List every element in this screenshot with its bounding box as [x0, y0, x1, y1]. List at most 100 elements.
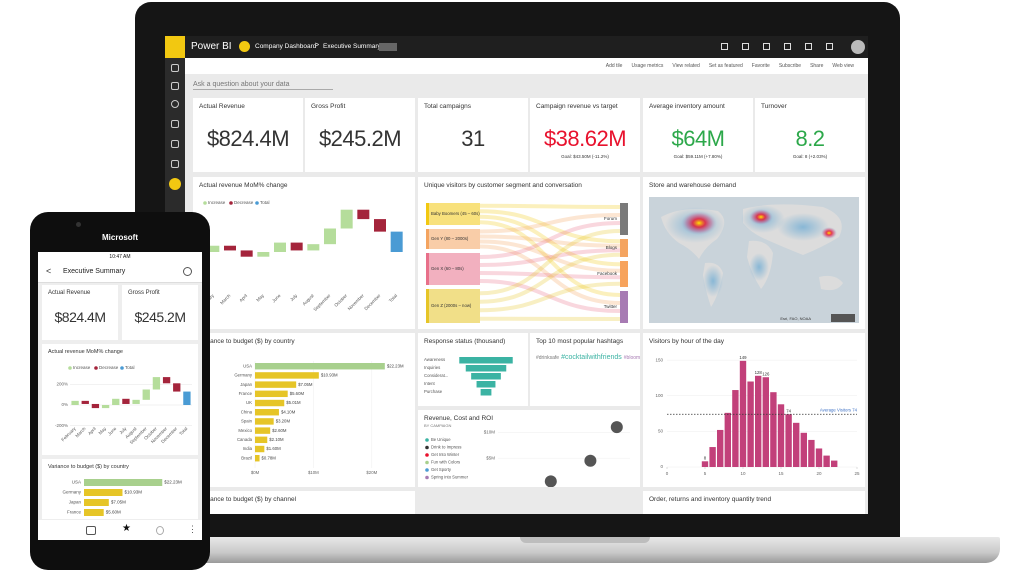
x-tick-label: 20 [816, 471, 822, 476]
toolbar-item[interactable]: Add tile [605, 63, 623, 69]
waterfall-bar [91, 403, 100, 409]
header-icon[interactable] [721, 43, 728, 50]
phone-kpi-tile[interactable]: Actual Revenue $824.4M [42, 285, 118, 340]
bar [255, 445, 265, 453]
phone-kpi-tile[interactable]: Gross Profit $245.2M [122, 285, 198, 340]
bar [255, 399, 285, 407]
toolbar-item[interactable]: Subscribe [778, 63, 802, 69]
toolbar-item[interactable]: Web view [832, 63, 854, 69]
toolbar-item[interactable]: Usage metrics [631, 63, 664, 69]
toolbar-item[interactable]: Share [810, 63, 824, 69]
waterfall-bar [257, 252, 270, 257]
x-tick-label: 25 [854, 471, 860, 476]
bar [84, 489, 123, 496]
map: Esri, FAO, NOAA [649, 197, 859, 323]
qa-box[interactable]: Ask a question about your data [193, 81, 333, 90]
waterfall-bar [183, 391, 191, 405]
kpi-tile[interactable]: Campaign revenue vs target $38.62M Goal: $… [530, 98, 640, 172]
breadcrumb-workspace[interactable]: Company Dashboard [255, 43, 317, 50]
hashtag-tile[interactable]: Top 10 most popular hashtags #drinksafe #… [530, 333, 640, 406]
waterfall-tile[interactable]: Actual revenue MoM% change Increase Decre… [193, 177, 415, 329]
legend-swatch [425, 445, 429, 450]
kpi-tile[interactable]: Turnover 8.2 Goal: 8 (+2.03%) [755, 98, 865, 172]
nav-icon[interactable] [171, 100, 179, 108]
sankey-flow [479, 271, 621, 280]
waterfall-chart: IncreaseDecreaseTotalFebruaryMarchAprilM… [199, 200, 403, 312]
value-label: 74 [786, 408, 791, 413]
nav-icon[interactable] [171, 140, 179, 148]
nav-icon[interactable]: ⋮ [188, 524, 197, 534]
bar [84, 479, 163, 486]
sankey-source-label: Gen Z (2000s – now) [431, 303, 472, 308]
funnel-tile[interactable]: Response status (thousand) Awareness Inqu… [418, 333, 528, 406]
value-label: $0.78M [262, 455, 277, 460]
legend-label: Be Unique [431, 437, 451, 442]
legend-label: Fun with Colors [431, 460, 460, 465]
search-icon[interactable] [183, 267, 192, 276]
sankey-flow [479, 281, 621, 313]
phone-country-tile[interactable]: Variance to budget ($) by country USA $22… [42, 459, 198, 519]
waterfall-bar [240, 250, 253, 257]
header-icon[interactable] [784, 43, 791, 50]
header-icon[interactable] [742, 43, 749, 50]
avatar[interactable] [851, 40, 865, 54]
phone-page-title[interactable]: Executive Summary [63, 268, 126, 275]
breadcrumb-page: Executive Summary [323, 43, 381, 50]
tile-title: Actual revenue MoM% change [48, 349, 123, 355]
nav-icon[interactable] [156, 526, 164, 535]
orders-tile[interactable]: Order, returns and inventory quantity tr… [643, 491, 865, 514]
bar [831, 460, 838, 467]
header-icon[interactable] [805, 43, 812, 50]
phone-waterfall-tile[interactable]: Actual revenue MoM% change Increase Decre… [42, 344, 198, 455]
value-label: 126 [762, 371, 770, 376]
y-tick-label: -200% [55, 423, 68, 428]
toolbar-item[interactable]: View related [672, 63, 700, 69]
x-tick-label: December [363, 293, 382, 312]
y-tick-label: 0 [660, 464, 663, 469]
app-name: Power BI [191, 41, 232, 52]
header-icon[interactable] [763, 43, 770, 50]
value-label: $2.60M [272, 428, 287, 433]
nav-icon[interactable] [86, 526, 96, 535]
x-tick-label: Total [178, 426, 188, 436]
waterfall-bar [324, 228, 336, 245]
scatter-tile[interactable]: Revenue, Cost and ROI BY CAMPAIGN Be Uni… [418, 410, 640, 487]
legend-label: Decrease [99, 365, 119, 370]
back-button[interactable]: < [46, 266, 52, 276]
value-label: $2.10M [269, 437, 284, 442]
kpi-goal: Goal: $59.11M (+7.80%) [673, 154, 723, 159]
header-icon[interactable] [826, 43, 833, 50]
y-tick-label: $10M [484, 430, 496, 435]
sankey-tile[interactable]: Unique visitors by customer segment and … [418, 177, 640, 329]
kpi-tile[interactable]: Total campaigns 31 [418, 98, 528, 172]
nav-icon[interactable]: ★ [122, 523, 131, 534]
histogram-tile[interactable]: Visitors by hour of the day 0 50 100 150 0 5 1… [643, 333, 865, 487]
heat-halo [777, 213, 829, 241]
toolbar: Add tile Usage metrics View related Set as … [185, 58, 868, 74]
channel-tile[interactable]: Variance to budget ($) by channel [193, 491, 415, 514]
nav-icon[interactable] [171, 82, 179, 90]
kpi-tile[interactable]: Gross Profit $245.2M [305, 98, 415, 172]
kpi-tile[interactable]: Actual Revenue $824.4M [193, 98, 303, 172]
category-label: Canada [237, 437, 253, 442]
waterfall-bar [132, 399, 140, 404]
category-label: China [241, 409, 253, 414]
country-tile[interactable]: Variance to budget ($) by country $0M $10… [193, 333, 415, 487]
tile-title: Variance to budget ($) by country [48, 464, 129, 470]
legend-swatch [425, 468, 429, 472]
value-label: $7.05M [298, 382, 313, 387]
sankey-target-label: Facebook [597, 271, 618, 276]
sankey-target [620, 203, 628, 235]
nav-icon[interactable] [171, 64, 179, 72]
toolbar-item[interactable]: Set as featured [708, 63, 743, 69]
map-tile[interactable]: Store and warehouse demand [643, 177, 865, 329]
nav-icon[interactable] [171, 120, 179, 128]
nav-icon[interactable] [171, 160, 179, 168]
kpi-tile[interactable]: Average inventory amount $64M Goal: $59.11… [643, 98, 753, 172]
value-label: 128 [755, 370, 763, 375]
legend-swatch [68, 366, 72, 370]
app-launcher[interactable] [165, 36, 185, 58]
status-bar: 10:47 AM [38, 252, 202, 262]
nav-workspace[interactable] [169, 178, 181, 190]
toolbar-item[interactable]: Favorite [751, 63, 770, 69]
